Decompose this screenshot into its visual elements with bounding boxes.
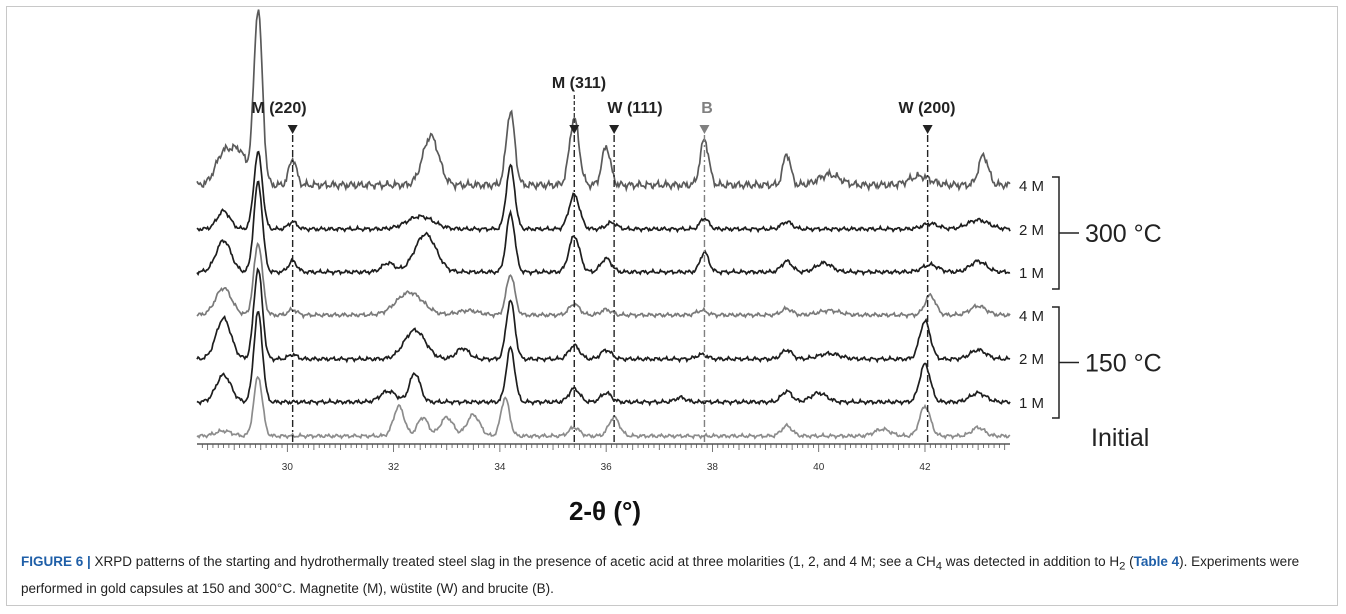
figure-caption: FIGURE 6 | XRPD patterns of the starting…: [21, 551, 1336, 599]
group-bracket-1: [1052, 306, 1060, 419]
caption-text-4: ). Experiments were performed in gold ca…: [21, 554, 1300, 596]
x-tick-label-1: 32: [388, 462, 400, 473]
marker-arrow-2: [609, 125, 620, 134]
x-axis: 30 32 34 36 38 40 42: [197, 443, 1010, 473]
marker-label-4: W (200): [899, 100, 956, 117]
marker-arrow-3: [699, 125, 710, 134]
marker-arrow-1: [569, 125, 580, 134]
group-label-0: 300 °C: [1085, 220, 1162, 248]
caption-sub-2: 2: [1119, 560, 1126, 573]
caption-text-2: was detected in addition to H: [942, 554, 1120, 569]
series-label-1: 2 M: [1019, 222, 1044, 239]
marker-label-1: M (311): [552, 75, 606, 92]
marker-arrow-0: [287, 125, 298, 134]
trace-6: [196, 375, 1011, 440]
series-label-6: Initial: [1091, 424, 1149, 452]
marker-label-0: M (220): [251, 100, 306, 117]
figure-frame: M (220) M (311) W (111) B W (200) 30 32 34 36 38…: [6, 6, 1338, 606]
markers-layer: M (220) M (311)W (111) B W (200): [251, 75, 955, 444]
group-bracket-0: [1052, 176, 1060, 290]
series-label-4: 2 M: [1019, 351, 1044, 368]
caption-text-1: XRPD patterns of the starting and hydrot…: [90, 554, 936, 569]
trace-4: [196, 267, 1011, 364]
x-axis-title: 2-θ (°): [569, 496, 641, 526]
trace-1: [196, 150, 1011, 234]
series-label-5: 1 M: [1019, 395, 1044, 412]
trace-5: [196, 310, 1011, 407]
x-tick-label-4: 38: [707, 462, 719, 473]
series-labels-layer: 4 M 2 M 1 M 4 M 2 M 1 M Initial 300 °C 150 °C: [1019, 176, 1162, 452]
x-tick-label-5: 40: [813, 462, 825, 473]
trace-3: [196, 241, 1011, 320]
trace-0: [196, 9, 1011, 193]
trace-2: [196, 180, 1011, 277]
x-tick-label-2: 34: [494, 462, 506, 473]
marker-label-2: W (111): [607, 100, 662, 117]
series-label-3: 4 M: [1019, 308, 1044, 325]
x-tick-label-6: 42: [919, 462, 931, 473]
caption-text-3: (: [1125, 554, 1134, 569]
traces-layer: [196, 9, 1011, 440]
figure-label: FIGURE 6 |: [21, 554, 91, 569]
group-label-1: 150 °C: [1085, 350, 1162, 378]
x-tick-label-0: 30: [282, 462, 294, 473]
caption-sub-1: 4: [935, 560, 942, 573]
marker-arrow-4: [922, 125, 933, 134]
xrpd-chart: M (220) M (311)W (111) B W (200) 30 32 34 36 38…: [196, 9, 1162, 526]
marker-label-3: B: [701, 100, 713, 117]
series-label-2: 1 M: [1019, 265, 1044, 282]
x-tick-label-3: 36: [601, 462, 613, 473]
table-4-link[interactable]: Table 4: [1133, 554, 1180, 569]
series-label-0: 4 M: [1019, 178, 1044, 195]
